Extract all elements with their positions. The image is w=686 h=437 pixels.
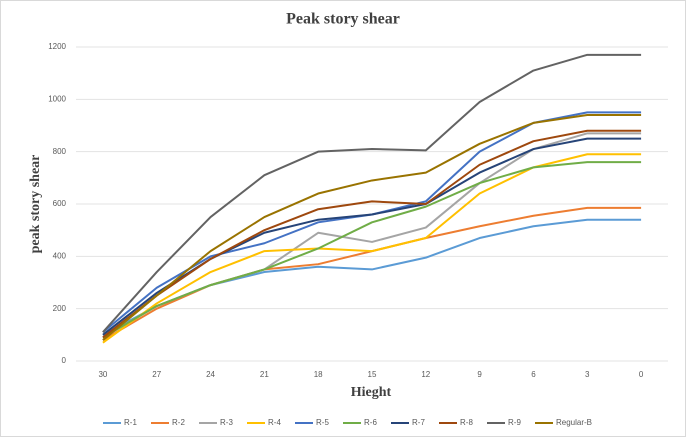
x-axis-label: Hieght [351, 385, 392, 400]
y-tick-label: 1200 [48, 42, 66, 51]
x-tick-label: 15 [368, 370, 377, 379]
chart-title: Peak story shear [286, 11, 400, 28]
x-tick-label: 6 [531, 370, 536, 379]
legend-label: Regular-B [556, 418, 592, 427]
x-tick-label: 18 [314, 370, 323, 379]
x-tick-label: 30 [98, 370, 107, 379]
series-line [102, 53, 642, 333]
y-tick-label: 0 [62, 356, 67, 365]
legend-label: R-5 [316, 418, 329, 427]
series-line [102, 129, 642, 339]
legend-label: R-9 [508, 418, 521, 427]
y-axis-label: peak story shear [28, 155, 43, 254]
y-tick-label: 200 [53, 304, 67, 313]
legend-label: R-8 [460, 418, 473, 427]
y-tick-label: 400 [53, 251, 67, 260]
series-line [102, 161, 642, 339]
x-tick-label: 12 [421, 370, 430, 379]
x-tick-label: 24 [206, 370, 215, 379]
legend-label: R-1 [124, 418, 137, 427]
x-tick-label: 27 [152, 370, 161, 379]
series-line [102, 153, 642, 344]
x-tick-label: 0 [639, 370, 644, 379]
x-tick-label: 3 [585, 370, 590, 379]
x-tick-label: 9 [477, 370, 482, 379]
x-tick-label: 21 [260, 370, 269, 379]
y-tick-label: 800 [53, 147, 67, 156]
legend-label: R-2 [172, 418, 185, 427]
series-line [102, 114, 642, 341]
legend-label: R-6 [364, 418, 377, 427]
legend-label: R-4 [268, 418, 281, 427]
y-tick-label: 1000 [48, 94, 66, 103]
legend-label: R-7 [412, 418, 425, 427]
legend-label: R-3 [220, 418, 233, 427]
y-tick-label: 600 [53, 199, 67, 208]
